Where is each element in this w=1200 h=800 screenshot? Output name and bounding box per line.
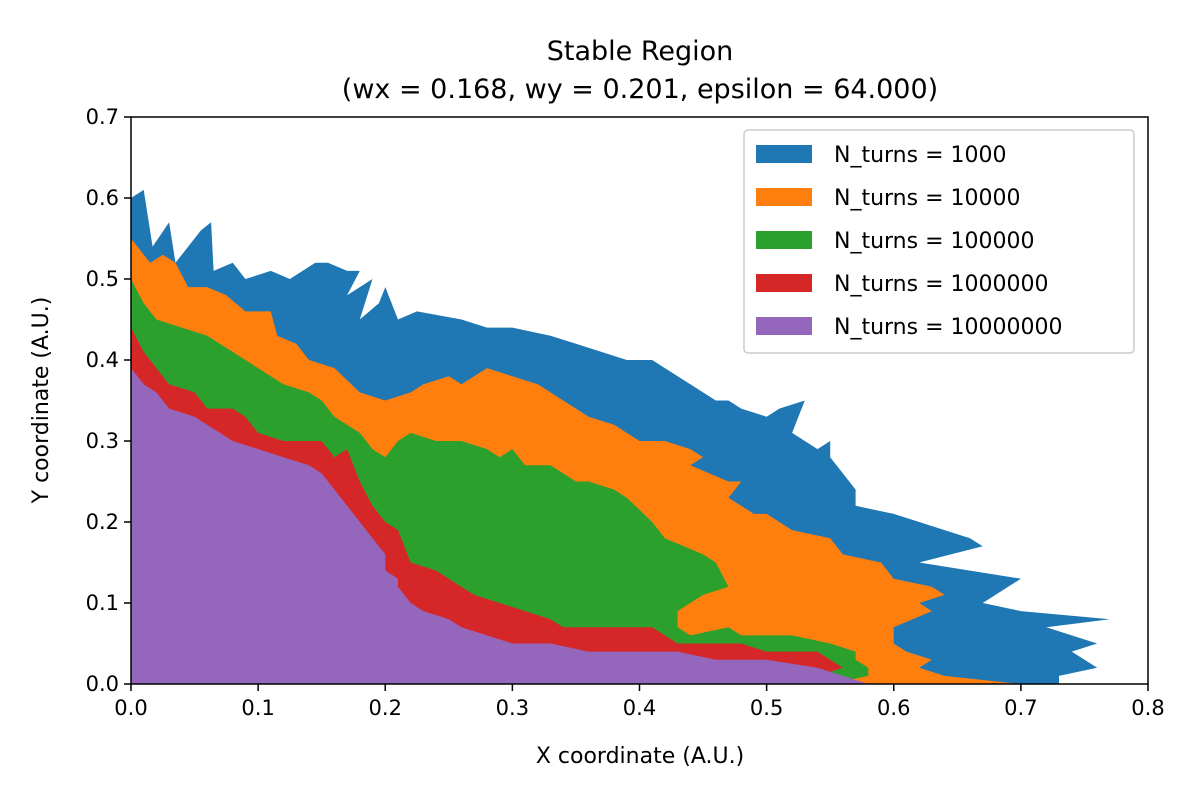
y-tick-label: 0.3 — [86, 429, 119, 453]
x-tick-label: 0.8 — [1131, 696, 1164, 720]
y-tick-label: 0.4 — [86, 348, 119, 372]
x-tick-label: 0.3 — [496, 696, 529, 720]
legend-label: N_turns = 1000 — [834, 143, 1007, 168]
x-tick-label: 0.2 — [369, 696, 402, 720]
legend-swatch — [756, 317, 812, 335]
chart-subtitle: (wx = 0.168, wy = 0.201, epsilon = 64.00… — [342, 74, 938, 105]
x-tick-label: 0.7 — [1004, 696, 1037, 720]
y-tick-label: 0.2 — [86, 510, 119, 534]
x-tick-label: 0.1 — [241, 696, 274, 720]
legend-entries: N_turns = 1000 N_turns = 10000 N_turns = 1… — [756, 143, 1063, 340]
legend-label: N_turns = 1000000 — [834, 272, 1049, 297]
x-axis-ticks: 0.0 0.1 0.2 0.3 0.4 0.5 0.6 0.7 0.8 — [114, 684, 1165, 720]
y-tick-label: 0.6 — [86, 186, 119, 210]
area-layers — [131, 189, 1110, 684]
y-tick-label: 0.0 — [86, 672, 119, 696]
chart-title: Stable Region — [547, 36, 734, 67]
legend-swatch — [756, 231, 812, 249]
y-axis-ticks: 0.0 0.1 0.2 0.3 0.4 0.5 0.6 0.7 — [86, 105, 131, 696]
legend-swatch — [756, 145, 812, 163]
legend-box — [743, 129, 1135, 354]
legend-swatch — [756, 274, 812, 292]
x-tick-label: 0.6 — [877, 696, 910, 720]
x-tick-label: 0.4 — [623, 696, 656, 720]
area-series-4 — [131, 368, 869, 684]
legend-label: N_turns = 10000000 — [834, 315, 1063, 340]
y-tick-label: 0.5 — [86, 267, 119, 291]
x-tick-label: 0.0 — [114, 696, 147, 720]
legend-label: N_turns = 10000 — [834, 186, 1021, 211]
y-tick-label: 0.7 — [86, 105, 119, 129]
y-axis-label: Y coordinate (A.U.) — [29, 297, 54, 505]
x-tick-label: 0.5 — [750, 696, 783, 720]
legend-swatch — [756, 188, 812, 206]
y-tick-label: 0.1 — [86, 591, 119, 615]
legend-label: N_turns = 100000 — [834, 229, 1035, 254]
x-axis-label: X coordinate (A.U.) — [536, 744, 744, 769]
legend: N_turns = 1000 N_turns = 10000 N_turns = 1… — [743, 129, 1135, 354]
plot-frame — [130, 116, 1149, 685]
